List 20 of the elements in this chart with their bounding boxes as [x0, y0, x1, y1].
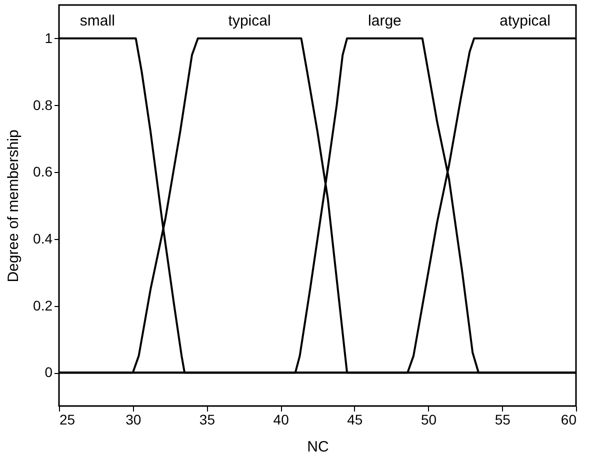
- x-tick-label: 60: [560, 412, 577, 428]
- x-tick-label: 55: [494, 412, 511, 428]
- x-tick-label: 50: [420, 412, 437, 428]
- series-label: small: [80, 12, 115, 30]
- y-tick-label: 1: [44, 30, 53, 46]
- y-tick-label: 0.6: [33, 164, 53, 180]
- x-axis-title: NC: [307, 438, 329, 456]
- x-tick-label: 25: [60, 412, 76, 428]
- series-label: atypical: [500, 12, 550, 30]
- x-tick-label: 30: [126, 412, 142, 428]
- y-tick-label: 0: [44, 364, 53, 380]
- y-tick-label: 0.8: [33, 96, 53, 113]
- y-axis-title: Degree of membership: [5, 130, 22, 282]
- x-tick-label: 40: [273, 412, 290, 428]
- series-label: typical: [228, 12, 271, 30]
- y-tick-label: 0.2: [33, 297, 53, 314]
- y-tick-label: 0.4: [33, 230, 53, 246]
- x-tick-label: 45: [347, 412, 363, 428]
- series-label: large: [368, 12, 402, 30]
- x-tick-label: 35: [199, 412, 216, 428]
